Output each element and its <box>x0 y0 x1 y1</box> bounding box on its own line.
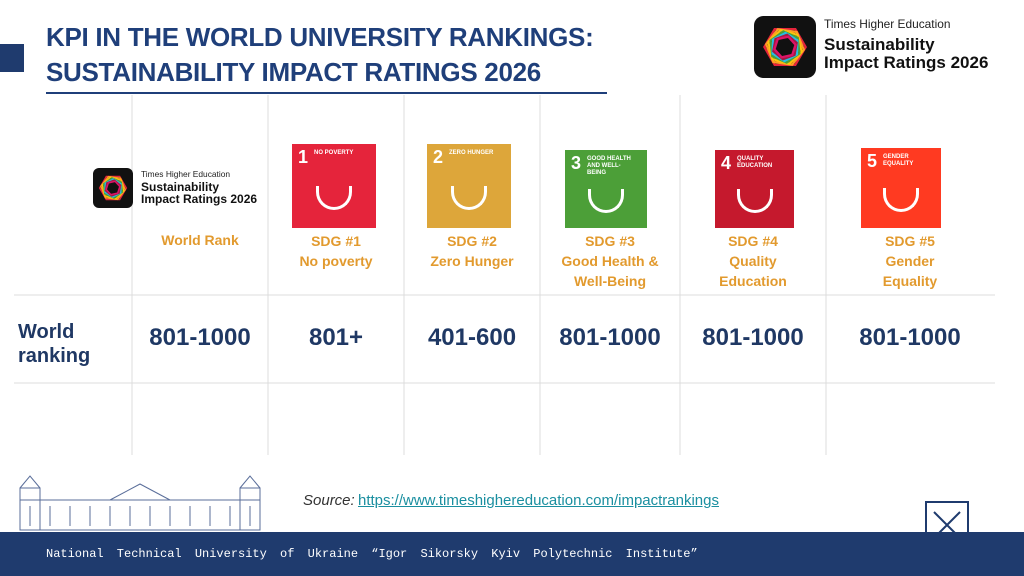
source-label: Source: <box>303 492 355 509</box>
sdg-number: 1 <box>298 147 309 167</box>
column-header-line: Equality <box>882 273 938 289</box>
rank-value: 401-600 <box>427 324 517 351</box>
sdg-number: 5 <box>867 151 878 171</box>
footer-text: National Technical University of Ukraine… <box>46 547 698 561</box>
logo-line: Sustainability <box>824 34 935 54</box>
column-header-line: Zero Hunger <box>430 253 514 269</box>
rank-value: 801-1000 <box>702 324 804 351</box>
column-header-line: Quality <box>729 253 777 269</box>
row-label: World ranking <box>18 321 91 367</box>
column-header: World Rank <box>161 230 239 250</box>
sdg-pictogram <box>316 186 352 210</box>
logo-line: Impact Ratings 2026 <box>141 192 258 206</box>
column-header: SDG #1 No poverty <box>299 231 372 271</box>
column-header: SDG #2 Zero Hunger <box>430 231 513 271</box>
rank-value: 801-1000 <box>559 324 661 351</box>
sdg-pictogram <box>588 189 624 213</box>
column-header-line: Gender <box>885 253 935 269</box>
logo-publisher: Times Higher Education <box>141 168 231 179</box>
logo-publisher: Times Higher Education <box>824 17 951 32</box>
column-header-line: World Rank <box>161 232 239 248</box>
column-header-line: Well-Being <box>573 273 647 289</box>
sdg-pictogram <box>883 188 919 212</box>
column-header-line: Good Health & <box>561 253 659 269</box>
sdg-icon: 1 NO POVERTY <box>292 144 376 228</box>
column-header-line: SDG #4 <box>728 233 778 249</box>
sdg-label: GOOD HEALTH AND WELL-BEING <box>587 156 631 176</box>
column-header-line: SDG #5 <box>885 233 935 249</box>
sdg-number: 3 <box>571 153 582 173</box>
sdg-icon: 2 ZERO HUNGER <box>427 144 511 228</box>
rank-value: 801+ <box>308 324 364 351</box>
column-header-line: SDG #3 <box>585 233 635 249</box>
sdg-label: QUALITY EDUCATION <box>737 156 773 169</box>
column-header: SDG #5 Gender Equality <box>883 231 937 291</box>
column-header: SDG #4 Quality Education <box>719 231 787 291</box>
column-header-line: SDG #2 <box>447 233 497 249</box>
sdg-number: 4 <box>721 153 732 173</box>
source-link[interactable]: https://www.timeshighereducation.com/imp… <box>358 492 719 509</box>
sdg-label: NO POVERTY <box>314 150 354 156</box>
sdg-pictogram <box>451 186 487 210</box>
column-header-line: Education <box>719 273 787 289</box>
sdg-label: GENDER EQUALITY <box>883 154 914 167</box>
sdg-number: 2 <box>433 147 444 167</box>
logo-line: Sustainability <box>141 180 220 194</box>
title-line: KPI IN THE WORLD UNIVERSITY RANKINGS: <box>46 22 594 52</box>
sdg-icon: 4 QUALITY EDUCATION <box>715 150 794 228</box>
rank-value: 801-1000 <box>149 324 251 351</box>
logo-mark <box>754 16 816 78</box>
title-line: SUSTAINABILITY IMPACT RATINGS 2026 <box>46 57 541 87</box>
sdg-icon: 5 GENDER EQUALITY <box>861 148 941 228</box>
rank-value: 801-1000 <box>859 324 961 351</box>
sdg-label: ZERO HUNGER <box>449 150 494 156</box>
column-header-line: No poverty <box>299 253 373 269</box>
logo-mark <box>93 168 133 208</box>
column-header-line: SDG #1 <box>311 233 361 249</box>
sdg-icon: 3 GOOD HEALTH AND WELL-BEING <box>565 150 647 228</box>
sdg-pictogram <box>736 189 773 213</box>
column-header: SDG #3 Good Health & Well-Being <box>561 231 658 291</box>
logo-line: Impact Ratings 2026 <box>824 53 989 73</box>
